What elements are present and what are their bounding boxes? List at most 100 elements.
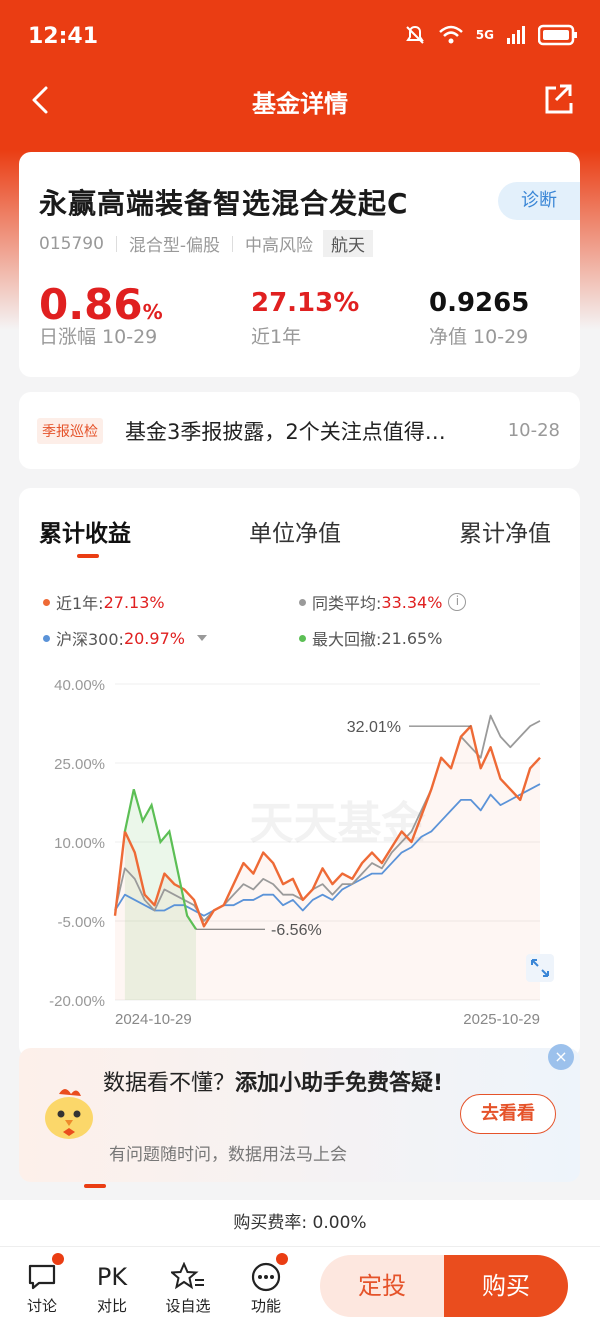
close-icon[interactable]: × <box>548 1044 574 1070</box>
nav-bar: 基金详情 <box>0 70 600 130</box>
legend-drawdown-value: 21.65% <box>381 628 443 648</box>
notice-text: 基金3季报披露，2个关注点值得… <box>125 420 446 444</box>
auto-invest-button[interactable]: 定投 <box>320 1255 444 1317</box>
tab-cumulative-nav[interactable]: 累计净值 <box>459 521 551 547</box>
legend-index-label: 沪深300: <box>56 630 124 649</box>
add-watchlist-button[interactable]: 设自选 <box>158 1259 218 1316</box>
divider <box>115 235 117 252</box>
back-arrow-icon[interactable] <box>26 82 56 118</box>
drawdown-area <box>124 789 197 1000</box>
active-tab-indicator <box>77 554 99 558</box>
legend-dot <box>43 598 50 606</box>
legend-fund: 近1年: 27.13% <box>43 590 165 614</box>
x-tick-label: 2025-10-29 <box>463 1011 540 1028</box>
performance-chart-card: 累计收益 单位净值 累计净值 近1年: 27.13% 同类平均: 33.34% … <box>19 488 580 1058</box>
legend-dot <box>299 598 306 606</box>
nav-value: 0.9265 <box>429 288 530 318</box>
nav-stat: 0.9265 净值 10-29 <box>429 280 529 349</box>
y-tick-label: 40.00% <box>54 677 105 694</box>
divider <box>232 235 234 252</box>
y-tick-label: -5.00% <box>57 914 105 931</box>
series-line-最大回撤 <box>123 789 197 930</box>
helper-subtitle: 有问题随时问，数据用法马上会 <box>109 1145 347 1165</box>
helper-title: 数据看不懂？添加小助手免费答疑! <box>103 1068 463 1100</box>
network-type: 5G <box>475 28 494 42</box>
one-year-label: 近1年 <box>251 326 302 348</box>
fund-code: 015790 <box>39 233 104 254</box>
status-bar: 12:41 5G <box>0 0 600 70</box>
y-tick-label: 25.00% <box>54 756 105 773</box>
pk-icon: PK <box>82 1259 142 1295</box>
max-annotation-label: 32.01% <box>347 719 401 736</box>
expand-chart-icon[interactable] <box>526 954 554 982</box>
buy-button[interactable]: 购买 <box>444 1255 568 1317</box>
chat-icon <box>28 1264 56 1290</box>
helper-promo-card[interactable]: × 数据看不懂？添加小助手免费答疑! 有问题随时问，数据用法马上会 去看看 <box>19 1044 580 1182</box>
y-tick-label: -20.00% <box>49 993 105 1010</box>
x-tick-label: 2024-10-29 <box>115 1011 192 1028</box>
helper-title-bold: 添加小助手免费答疑! <box>235 1071 444 1096</box>
legend-drawdown: 最大回撤: 21.65% <box>299 626 442 650</box>
fund-type: 混合型-偏股 <box>128 236 221 256</box>
y-tick-label: 10.00% <box>54 835 105 852</box>
tab-cumulative-return[interactable]: 累计收益 <box>39 521 131 547</box>
wifi-icon <box>438 25 463 44</box>
daily-change-value: 0.86 <box>39 280 143 329</box>
battery-icon <box>538 24 577 46</box>
tab-unit-nav[interactable]: 单位净值 <box>249 521 341 547</box>
star-list-icon <box>171 1262 204 1290</box>
series-line-同类平均 <box>114 714 541 922</box>
quarterly-report-notice[interactable]: 季报巡检 基金3季报披露，2个关注点值得… 10-28 <box>19 392 580 469</box>
discuss-button[interactable]: 讨论 <box>12 1253 72 1316</box>
legend-drawdown-label: 最大回撤: <box>312 630 382 649</box>
legend-peer: 同类平均: 33.34% i <box>299 590 467 614</box>
legend-fund-value: 27.13% <box>103 592 165 612</box>
more-icon-wrap <box>236 1253 296 1295</box>
info-icon[interactable]: i <box>448 593 467 611</box>
compare-label: 对比 <box>96 1297 127 1315</box>
daily-change-value-row: 0.86% <box>39 280 163 329</box>
fund-meta: 015790 混合型-偏股 中高风险 航天 <box>39 230 374 257</box>
min-annotation-label: -6.56% <box>271 922 322 939</box>
status-icons: 5G <box>404 24 578 46</box>
fund-area <box>115 726 540 1000</box>
dropdown-triangle-icon <box>196 635 207 641</box>
signal-icon <box>507 26 525 44</box>
notification-badge <box>276 1253 288 1265</box>
compare-button[interactable]: PK 对比 <box>82 1259 142 1316</box>
diagnose-button[interactable]: 诊断 <box>498 182 580 220</box>
bottom-action-bar: 讨论 PK 对比 设自选 功能 定投 购买 <box>0 1246 600 1326</box>
share-icon[interactable] <box>542 82 574 116</box>
helper-title-plain: 数据看不懂？ <box>103 1071 236 1096</box>
daily-change-label: 日涨幅 10-29 <box>39 326 158 348</box>
notification-badge <box>52 1253 64 1265</box>
fund-risk: 中高风险 <box>245 236 314 256</box>
legend-index[interactable]: 沪深300: 20.97% <box>43 626 211 650</box>
legend-fund-label: 近1年: <box>56 594 104 613</box>
series-line-近1年 <box>113 724 541 928</box>
purchase-fee: 购买费率: 0.00% <box>0 1200 600 1246</box>
more-icon <box>251 1262 281 1292</box>
fund-summary-card: 永赢高端装备智选混合发起C 诊断 015790 混合型-偏股 中高风险 航天 0… <box>19 152 580 377</box>
daily-change-stat: 0.86% 日涨幅 10-29 <box>39 280 163 349</box>
go-see-button[interactable]: 去看看 <box>460 1094 556 1134</box>
chat-icon-wrap <box>12 1253 72 1295</box>
status-time: 12:41 <box>28 24 99 49</box>
pk-text: PK <box>96 1263 128 1291</box>
theme-tag[interactable]: 航天 <box>323 230 374 257</box>
one-year-stat: 27.13% 近1年 <box>251 280 359 349</box>
functions-button[interactable]: 功能 <box>236 1253 296 1316</box>
notice-tag: 季报巡检 <box>37 418 103 444</box>
discuss-label: 讨论 <box>26 1297 57 1315</box>
return-chart[interactable]: 40.00%25.00%10.00%-5.00%-20.00%天天基金32.01… <box>19 658 580 1028</box>
legend-dot <box>299 634 306 642</box>
one-year-value: 27.13% <box>251 288 360 318</box>
legend-peer-label: 同类平均: <box>312 594 382 613</box>
notice-date: 10-28 <box>507 420 560 441</box>
legend-index-value: 20.97% <box>123 628 185 648</box>
scroll-indicator <box>84 1184 106 1188</box>
page-title: 基金详情 <box>252 90 348 118</box>
nav-label: 净值 10-29 <box>429 326 529 348</box>
legend-peer-value: 33.34% <box>381 592 443 612</box>
functions-label: 功能 <box>250 1297 281 1315</box>
